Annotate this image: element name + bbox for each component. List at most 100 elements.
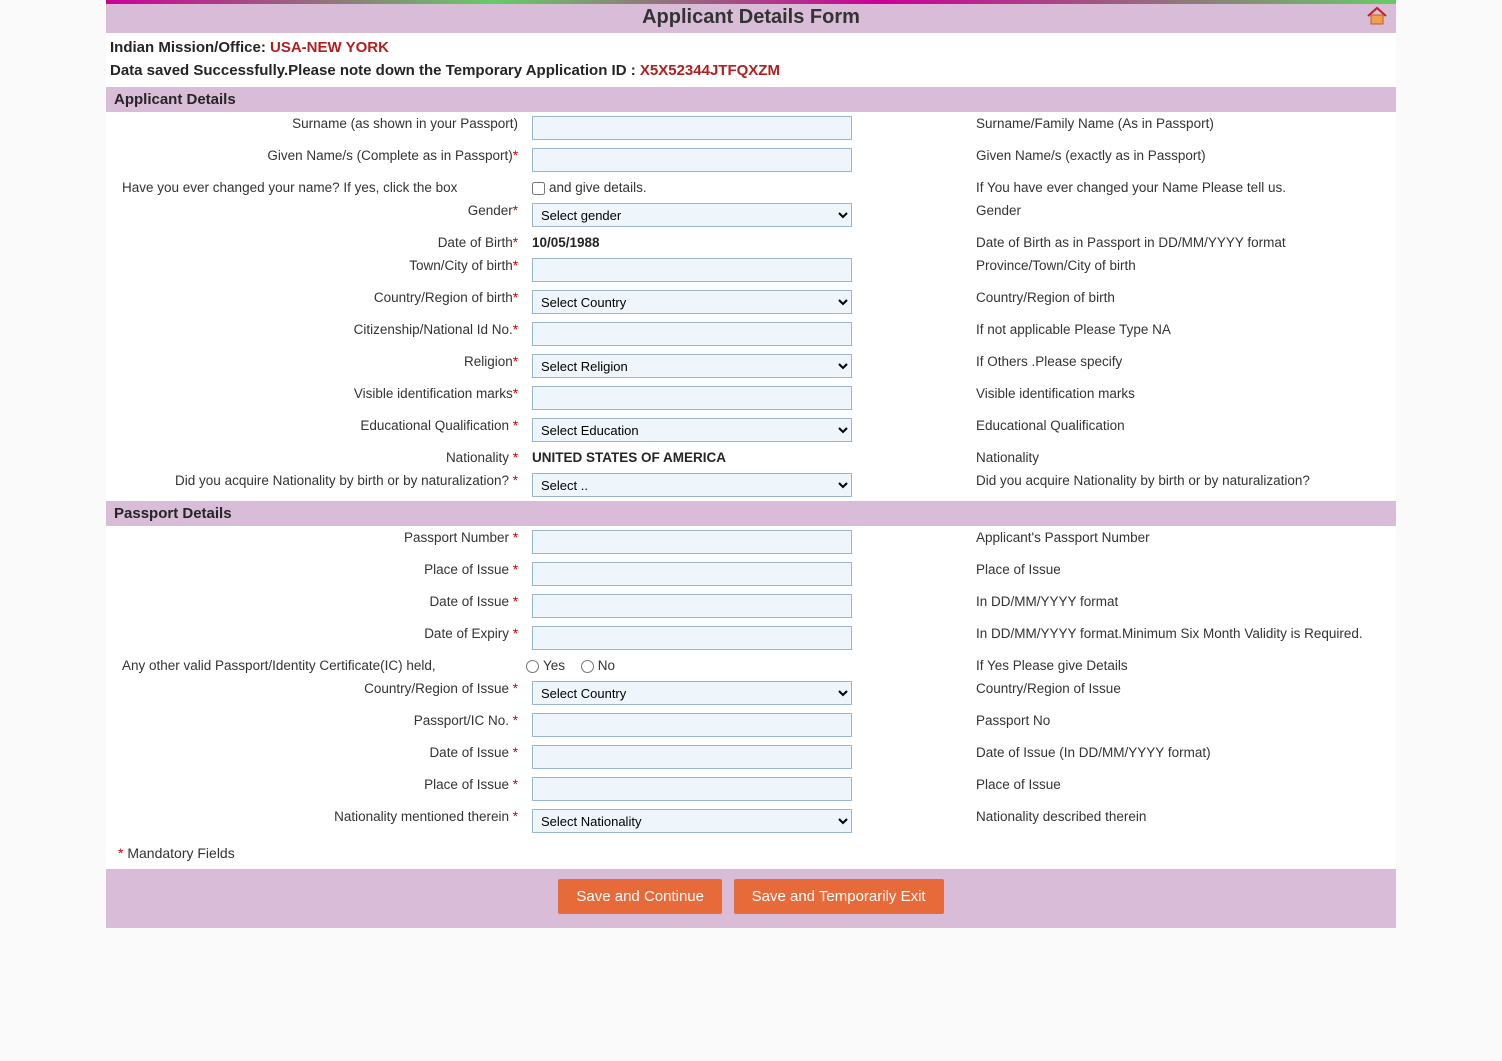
row-id-marks: Visible identification marks* Visible id… <box>106 382 1396 414</box>
home-icon[interactable] <box>1366 6 1388 32</box>
value-nationality: UNITED STATES OF AMERICA <box>532 450 726 465</box>
hint-surname: Surname/Family Name (As in Passport) <box>976 116 1214 131</box>
row-pp-date-expiry: Date of Expiry * In DD/MM/YYYY format.Mi… <box>106 622 1396 654</box>
input-other-pp-no[interactable] <box>532 713 852 737</box>
hint-nationality: Nationality <box>976 450 1039 465</box>
applicant-form-table: Surname (as shown in your Passport) Surn… <box>106 112 1396 501</box>
row-other-place-issue: Place of Issue * Place of Issue <box>106 773 1396 805</box>
label-id-marks: Visible identification marks <box>354 386 513 401</box>
label-other-date-issue: Date of Issue <box>429 745 512 760</box>
row-changed-name: Have you ever changed your name? If yes,… <box>106 176 1396 199</box>
mandatory-note: * Mandatory Fields <box>106 837 1396 869</box>
input-other-place-issue[interactable] <box>532 777 852 801</box>
input-pp-date-expiry[interactable] <box>532 626 852 650</box>
label-citizen-id: Citizenship/National Id No. <box>354 322 513 337</box>
label-other-place-issue: Place of Issue <box>424 777 513 792</box>
hint-country-birth: Country/Region of birth <box>976 290 1115 305</box>
hint-pp-date-issue: In DD/MM/YYYY format <box>976 594 1118 609</box>
select-country-birth[interactable]: Select Country <box>532 290 852 314</box>
label-surname: Surname (as shown in your Passport) <box>292 116 518 131</box>
radio-other-pp-yes[interactable] <box>526 660 539 673</box>
hint-other-place-issue: Place of Issue <box>976 777 1061 792</box>
hint-other-pp-no: Passport No <box>976 713 1050 728</box>
save-continue-button[interactable]: Save and Continue <box>558 879 722 914</box>
row-education: Educational Qualification * Select Educa… <box>106 414 1396 446</box>
label-given-name: Given Name/s (Complete as in Passport) <box>267 148 512 163</box>
row-citizen-id: Citizenship/National Id No.* If not appl… <box>106 318 1396 350</box>
label-education: Educational Qualification <box>360 418 512 433</box>
mission-label: Indian Mission/Office: <box>110 39 270 56</box>
label-other-pp-no: Passport/IC No. <box>414 713 513 728</box>
mandatory-note-text: Mandatory Fields <box>127 845 234 861</box>
label-nationality: Nationality <box>446 450 513 465</box>
row-pp-place-issue: Place of Issue * Place of Issue <box>106 558 1396 590</box>
label-other-pp-no: No <box>598 658 615 673</box>
hint-id-marks: Visible identification marks <box>976 386 1135 401</box>
label-changed-name: Have you ever changed your name? If yes,… <box>122 180 457 195</box>
hint-gender: Gender <box>976 203 1021 218</box>
row-other-pp: Any other valid Passport/Identity Certif… <box>106 654 1396 677</box>
row-acq-nationality: Did you acquire Nationality by birth or … <box>106 469 1396 501</box>
row-pp-date-issue: Date of Issue * In DD/MM/YYYY format <box>106 590 1396 622</box>
input-citizen-id[interactable] <box>532 322 852 346</box>
label-other-pp: Any other valid Passport/Identity Certif… <box>122 658 436 673</box>
label-town-birth: Town/City of birth <box>409 258 513 273</box>
hint-pp-place-issue: Place of Issue <box>976 562 1061 577</box>
select-other-nationality[interactable]: Select Nationality <box>532 809 852 833</box>
input-surname[interactable] <box>532 116 852 140</box>
radio-other-pp-no[interactable] <box>581 660 594 673</box>
label-religion: Religion <box>464 354 513 369</box>
row-other-nationality: Nationality mentioned therein * Select N… <box>106 805 1396 837</box>
page-title: Applicant Details Form <box>642 6 860 28</box>
passport-form-table: Passport Number * Applicant's Passport N… <box>106 526 1396 837</box>
input-id-marks[interactable] <box>532 386 852 410</box>
select-acq-nationality[interactable]: Select .. <box>532 473 852 497</box>
label-pp-date-issue: Date of Issue <box>429 594 512 609</box>
hint-pp-number: Applicant's Passport Number <box>976 530 1150 545</box>
row-other-pp-no: Passport/IC No. * Passport No <box>106 709 1396 741</box>
label-pp-place-issue: Place of Issue <box>424 562 513 577</box>
label-pp-number: Passport Number <box>404 530 513 545</box>
row-surname: Surname (as shown in your Passport) Surn… <box>106 112 1396 144</box>
checkbox-changed-name[interactable] <box>532 182 545 195</box>
section-header-applicant: Applicant Details <box>106 87 1396 112</box>
input-other-date-issue[interactable] <box>532 745 852 769</box>
input-pp-number[interactable] <box>532 530 852 554</box>
success-prefix: Data saved Successfully.Please note down… <box>110 62 640 79</box>
hint-education: Educational Qualification <box>976 418 1125 433</box>
hint-pp-date-expiry: In DD/MM/YYYY format.Minimum Six Month V… <box>976 626 1363 641</box>
input-town-birth[interactable] <box>532 258 852 282</box>
input-pp-place-issue[interactable] <box>532 562 852 586</box>
value-dob: 10/05/1988 <box>532 235 600 250</box>
label-gender: Gender <box>468 203 513 218</box>
hint-town-birth: Province/Town/City of birth <box>976 258 1136 273</box>
label-acq-nationality: Did you acquire Nationality by birth or … <box>175 473 513 488</box>
success-message: Data saved Successfully.Please note down… <box>106 58 1396 87</box>
title-bar: Applicant Details Form <box>106 4 1396 33</box>
row-other-date-issue: Date of Issue * Date of Issue (In DD/MM/… <box>106 741 1396 773</box>
row-other-country: Country/Region of Issue * Select Country… <box>106 677 1396 709</box>
mission-row: Indian Mission/Office: USA-NEW YORK <box>106 33 1396 58</box>
mission-value: USA-NEW YORK <box>270 39 389 56</box>
select-education[interactable]: Select Education <box>532 418 852 442</box>
select-religion[interactable]: Select Religion <box>532 354 852 378</box>
label-other-nationality: Nationality mentioned therein <box>334 809 513 824</box>
save-temp-exit-button[interactable]: Save and Temporarily Exit <box>734 879 944 914</box>
section-header-passport: Passport Details <box>106 501 1396 526</box>
select-gender[interactable]: Select gender <box>532 203 852 227</box>
input-pp-date-issue[interactable] <box>532 594 852 618</box>
input-given-name[interactable] <box>532 148 852 172</box>
row-gender: Gender* Select gender Gender <box>106 199 1396 231</box>
hint-other-date-issue: Date of Issue (In DD/MM/YYYY format) <box>976 745 1211 760</box>
hint-other-country: Country/Region of Issue <box>976 681 1121 696</box>
label-changed-name-suffix: and give details. <box>549 180 647 195</box>
hint-dob: Date of Birth as in Passport in DD/MM/YY… <box>976 235 1286 250</box>
row-pp-number: Passport Number * Applicant's Passport N… <box>106 526 1396 558</box>
application-id: X5X52344JTFQXZM <box>640 62 780 79</box>
hint-changed-name: If You have ever changed your Name Pleas… <box>976 180 1286 195</box>
hint-citizen-id: If not applicable Please Type NA <box>976 322 1171 337</box>
label-dob: Date of Birth <box>438 235 513 250</box>
label-pp-date-expiry: Date of Expiry <box>424 626 513 641</box>
row-religion: Religion* Select Religion If Others .Ple… <box>106 350 1396 382</box>
select-other-country[interactable]: Select Country <box>532 681 852 705</box>
